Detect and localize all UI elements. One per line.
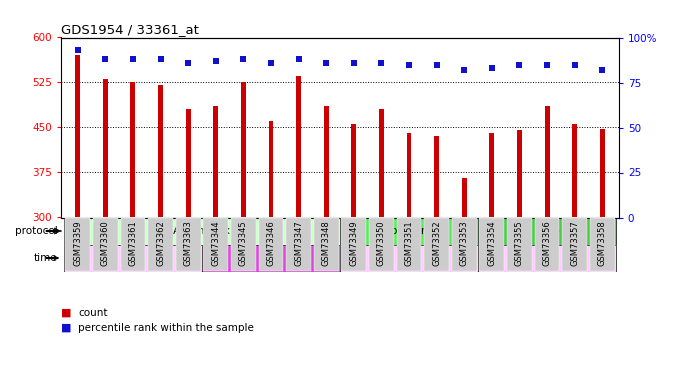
FancyBboxPatch shape xyxy=(286,218,311,271)
FancyBboxPatch shape xyxy=(64,244,202,272)
Bar xyxy=(545,106,549,218)
Bar xyxy=(131,82,135,218)
Text: 16 h: 16 h xyxy=(258,253,284,263)
FancyBboxPatch shape xyxy=(507,218,532,271)
FancyBboxPatch shape xyxy=(340,217,478,244)
Text: GSM73353: GSM73353 xyxy=(460,220,469,266)
Bar xyxy=(462,178,466,218)
FancyBboxPatch shape xyxy=(93,218,118,271)
Text: GSM73354: GSM73354 xyxy=(488,220,496,266)
Text: 4 h: 4 h xyxy=(124,253,142,263)
Bar xyxy=(296,76,301,218)
Text: GSM73357: GSM73357 xyxy=(570,220,579,266)
FancyBboxPatch shape xyxy=(478,217,616,244)
FancyBboxPatch shape xyxy=(341,218,367,271)
Bar xyxy=(158,86,163,218)
Text: GSM73356: GSM73356 xyxy=(543,220,551,266)
Bar xyxy=(379,110,384,218)
FancyBboxPatch shape xyxy=(148,218,173,271)
FancyBboxPatch shape xyxy=(340,244,478,272)
Text: CodeLink: CodeLink xyxy=(384,226,435,236)
Bar xyxy=(214,106,218,218)
Bar xyxy=(352,124,356,217)
Bar xyxy=(324,106,328,218)
Text: 14 h: 14 h xyxy=(396,253,422,263)
FancyBboxPatch shape xyxy=(120,218,146,271)
Text: GSM73362: GSM73362 xyxy=(156,220,165,266)
Bar xyxy=(407,134,411,218)
Bar xyxy=(75,56,80,217)
Text: GSM73344: GSM73344 xyxy=(211,220,220,266)
Text: GSM73348: GSM73348 xyxy=(322,220,330,266)
Bar xyxy=(269,122,273,218)
FancyBboxPatch shape xyxy=(64,217,340,244)
Text: GSM73346: GSM73346 xyxy=(267,220,275,266)
Bar xyxy=(517,130,522,218)
Text: GSM73360: GSM73360 xyxy=(101,220,110,266)
FancyBboxPatch shape xyxy=(479,218,505,271)
FancyBboxPatch shape xyxy=(478,244,616,272)
Text: GSM73355: GSM73355 xyxy=(515,220,524,266)
FancyBboxPatch shape xyxy=(175,218,201,271)
FancyBboxPatch shape xyxy=(452,218,477,271)
FancyBboxPatch shape xyxy=(369,218,394,271)
FancyBboxPatch shape xyxy=(202,244,340,272)
FancyBboxPatch shape xyxy=(562,218,587,271)
Text: GSM73359: GSM73359 xyxy=(73,220,82,266)
Text: GSM73351: GSM73351 xyxy=(405,220,413,266)
Bar xyxy=(434,136,439,218)
Text: count: count xyxy=(78,308,107,318)
FancyBboxPatch shape xyxy=(231,218,256,271)
FancyBboxPatch shape xyxy=(590,218,615,271)
Text: GSM73345: GSM73345 xyxy=(239,220,248,266)
Bar xyxy=(572,124,577,217)
Text: GSM73352: GSM73352 xyxy=(432,220,441,266)
Text: GSM73361: GSM73361 xyxy=(129,220,137,266)
Text: protocol: protocol xyxy=(15,226,58,236)
Bar xyxy=(241,82,246,218)
FancyBboxPatch shape xyxy=(313,218,339,271)
FancyBboxPatch shape xyxy=(424,218,449,271)
Text: ■: ■ xyxy=(61,308,71,318)
Text: GDS1954 / 33361_at: GDS1954 / 33361_at xyxy=(61,23,199,36)
FancyBboxPatch shape xyxy=(203,218,228,271)
Bar xyxy=(490,134,494,218)
Bar xyxy=(103,80,108,218)
Text: GSM73350: GSM73350 xyxy=(377,220,386,266)
Text: GSM73363: GSM73363 xyxy=(184,220,192,266)
FancyBboxPatch shape xyxy=(65,218,90,271)
Text: ■: ■ xyxy=(61,323,71,333)
Bar xyxy=(186,110,190,218)
Text: 4 h: 4 h xyxy=(538,253,556,263)
Text: Affymetrix: Affymetrix xyxy=(173,226,231,236)
Text: GSM73358: GSM73358 xyxy=(598,220,607,266)
Text: Enzo: Enzo xyxy=(534,226,560,236)
FancyBboxPatch shape xyxy=(258,218,284,271)
FancyBboxPatch shape xyxy=(534,218,560,271)
Bar xyxy=(600,129,605,218)
FancyBboxPatch shape xyxy=(396,218,422,271)
Text: GSM73347: GSM73347 xyxy=(294,220,303,266)
Text: percentile rank within the sample: percentile rank within the sample xyxy=(78,323,254,333)
Text: time: time xyxy=(34,253,58,263)
Text: GSM73349: GSM73349 xyxy=(350,220,358,266)
